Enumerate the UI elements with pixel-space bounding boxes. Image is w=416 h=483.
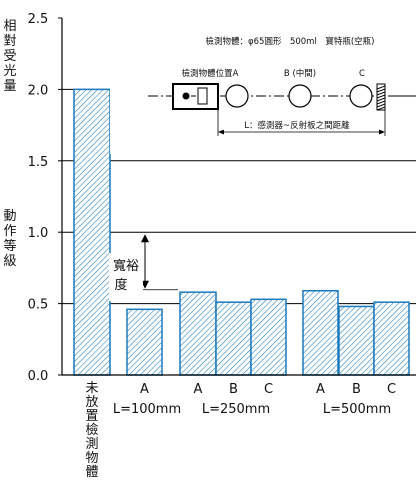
y-axis-label: 相	[3, 19, 16, 34]
reflector-hatch	[376, 85, 386, 90]
bottle-c-icon	[349, 84, 373, 108]
y-tick-label: 2.5	[28, 12, 49, 27]
reflector-hatch	[376, 97, 386, 102]
no-object-label: 檢	[85, 422, 98, 438]
bar	[73, 88, 111, 376]
margin-arrow-head	[141, 234, 149, 243]
dimension-label-bg	[222, 120, 374, 130]
bar	[215, 301, 252, 376]
group-label: L=250mm	[202, 402, 270, 417]
bar-label: B	[352, 382, 361, 397]
bar	[126, 308, 163, 376]
threshold-label: 級	[3, 254, 16, 269]
reflector-hatch	[376, 100, 386, 105]
dimension-arrow	[379, 129, 385, 135]
inset-position-label: 檢測物體位置A	[182, 68, 239, 79]
inset-diagram: 檢測物體：φ65圓形 500ml 寶特瓶(空瓶) 檢測物體位置A B (中間) C L：…	[110, 18, 416, 154]
reflector-hatch	[376, 91, 386, 96]
margin-label-bg	[109, 253, 143, 301]
threshold-label: 等	[3, 238, 16, 254]
bar-label: A	[140, 382, 149, 397]
group-label: L=100mm	[113, 402, 181, 417]
reflector-hatch	[376, 106, 386, 111]
inset-b-label: B (中間)	[284, 68, 316, 79]
y-axis-label: 量	[3, 79, 16, 94]
inset-title: 檢測物體：φ65圓形 500ml 寶特瓶(空瓶)	[206, 36, 375, 47]
bar	[250, 298, 287, 376]
y-tick-label: 1.5	[28, 155, 49, 170]
no-object-label: 物	[85, 451, 98, 466]
margin-label: 寬裕	[113, 258, 139, 274]
y-tick-label: 0.5	[28, 298, 49, 313]
y-tick-label: 0.0	[28, 369, 49, 384]
bar-label: C	[387, 382, 396, 397]
group-label: L=500mm	[323, 402, 391, 417]
no-object-label: 置	[85, 409, 98, 424]
margin-annotation: 寬裕度	[109, 234, 178, 301]
sensor-emitter-icon	[182, 92, 190, 100]
bar-label: A	[194, 382, 203, 397]
no-object-label: 放	[85, 395, 98, 410]
y-tick-label: 1.0	[28, 226, 49, 241]
y-axis-label: 受	[3, 49, 16, 64]
y-axis-label: 對	[3, 34, 16, 49]
bar-label: C	[264, 382, 273, 397]
reflector-hatch	[376, 103, 386, 108]
sensor-receiver-icon	[197, 87, 208, 105]
reflector-hatch	[376, 94, 386, 99]
bar-label: B	[229, 382, 238, 397]
threshold-label: 作	[3, 224, 16, 239]
bar	[338, 305, 375, 376]
no-object-label: 未	[85, 381, 98, 396]
bottle-a-icon	[225, 84, 249, 108]
margin-label: 度	[114, 277, 127, 293]
reflector-hatch	[376, 88, 386, 93]
bar	[373, 301, 410, 376]
inset-c-label: C	[359, 69, 365, 79]
bar-label: A	[316, 382, 325, 397]
bar	[179, 291, 217, 376]
threshold-label: 動	[3, 209, 16, 224]
inset-distance-label: L：感測器~反射板之間距離	[244, 120, 350, 131]
bars	[73, 88, 410, 376]
bar	[302, 289, 339, 376]
dimension-arrow	[218, 129, 224, 135]
no-object-label: 體	[85, 465, 98, 480]
y-tick-label: 2.0	[28, 83, 49, 98]
no-object-label: 測	[85, 437, 98, 452]
y-axis-label: 光	[3, 64, 16, 79]
axes	[58, 17, 416, 376]
bottle-b-icon	[288, 84, 312, 108]
